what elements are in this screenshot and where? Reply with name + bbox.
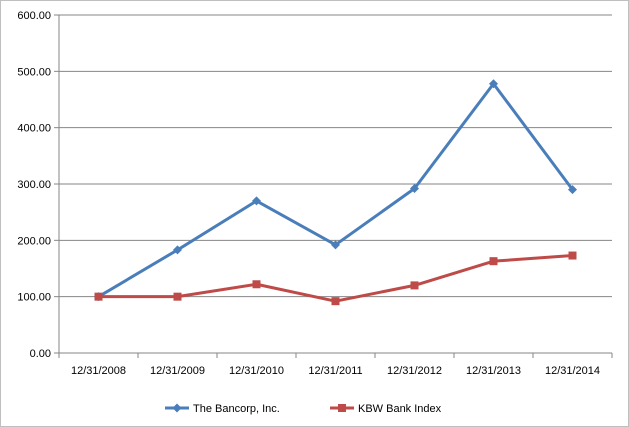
data-point bbox=[568, 251, 577, 260]
data-point bbox=[331, 297, 340, 306]
data-point bbox=[252, 280, 261, 289]
y-tick-label: 0.00 bbox=[30, 348, 51, 360]
data-point bbox=[252, 196, 261, 206]
data-point bbox=[331, 240, 340, 250]
series-line-1 bbox=[97, 82, 574, 298]
data-point bbox=[568, 185, 577, 195]
x-tick-label: 12/31/2010 bbox=[229, 365, 284, 377]
data-point bbox=[410, 281, 419, 290]
x-tick-label: 12/31/2011 bbox=[308, 365, 362, 377]
x-tick-label: 12/31/2013 bbox=[466, 365, 521, 377]
x-tick-label: 12/31/2009 bbox=[150, 365, 205, 377]
y-axis-ticks: 0.00 100.00 200.00 300.00 400.00 500.00 600.00 bbox=[17, 10, 51, 360]
series-group bbox=[94, 79, 577, 306]
x-axis-ticks: 12/31/2008 12/31/2009 12/31/2010 12/31/2011… bbox=[71, 365, 600, 377]
legend-label: KBW Bank Index bbox=[358, 403, 442, 415]
y-tick-label: 400.00 bbox=[17, 123, 51, 135]
gridlines bbox=[59, 14, 612, 298]
y-tick-label: 500.00 bbox=[17, 66, 51, 78]
x-tick-label: 12/31/2008 bbox=[71, 365, 126, 377]
data-point bbox=[410, 184, 419, 194]
data-point bbox=[489, 79, 498, 89]
axes bbox=[54, 14, 613, 358]
x-tick-label: 12/31/2014 bbox=[545, 365, 600, 377]
y-tick-label: 600.00 bbox=[17, 10, 51, 22]
series-line-2 bbox=[98, 254, 573, 303]
data-point bbox=[94, 292, 103, 301]
x-tick-label: 12/31/2012 bbox=[387, 365, 442, 377]
y-tick-label: 300.00 bbox=[17, 179, 51, 191]
data-point bbox=[173, 292, 182, 301]
legend: The Bancorp, Inc. KBW Bank Index bbox=[165, 403, 442, 415]
y-tick-label: 200.00 bbox=[17, 235, 51, 247]
data-point bbox=[489, 257, 498, 266]
data-point bbox=[173, 245, 182, 255]
y-tick-label: 100.00 bbox=[17, 292, 51, 304]
legend-marker bbox=[338, 404, 346, 412]
legend-marker bbox=[172, 403, 182, 413]
legend-label: The Bancorp, Inc. bbox=[193, 403, 280, 415]
